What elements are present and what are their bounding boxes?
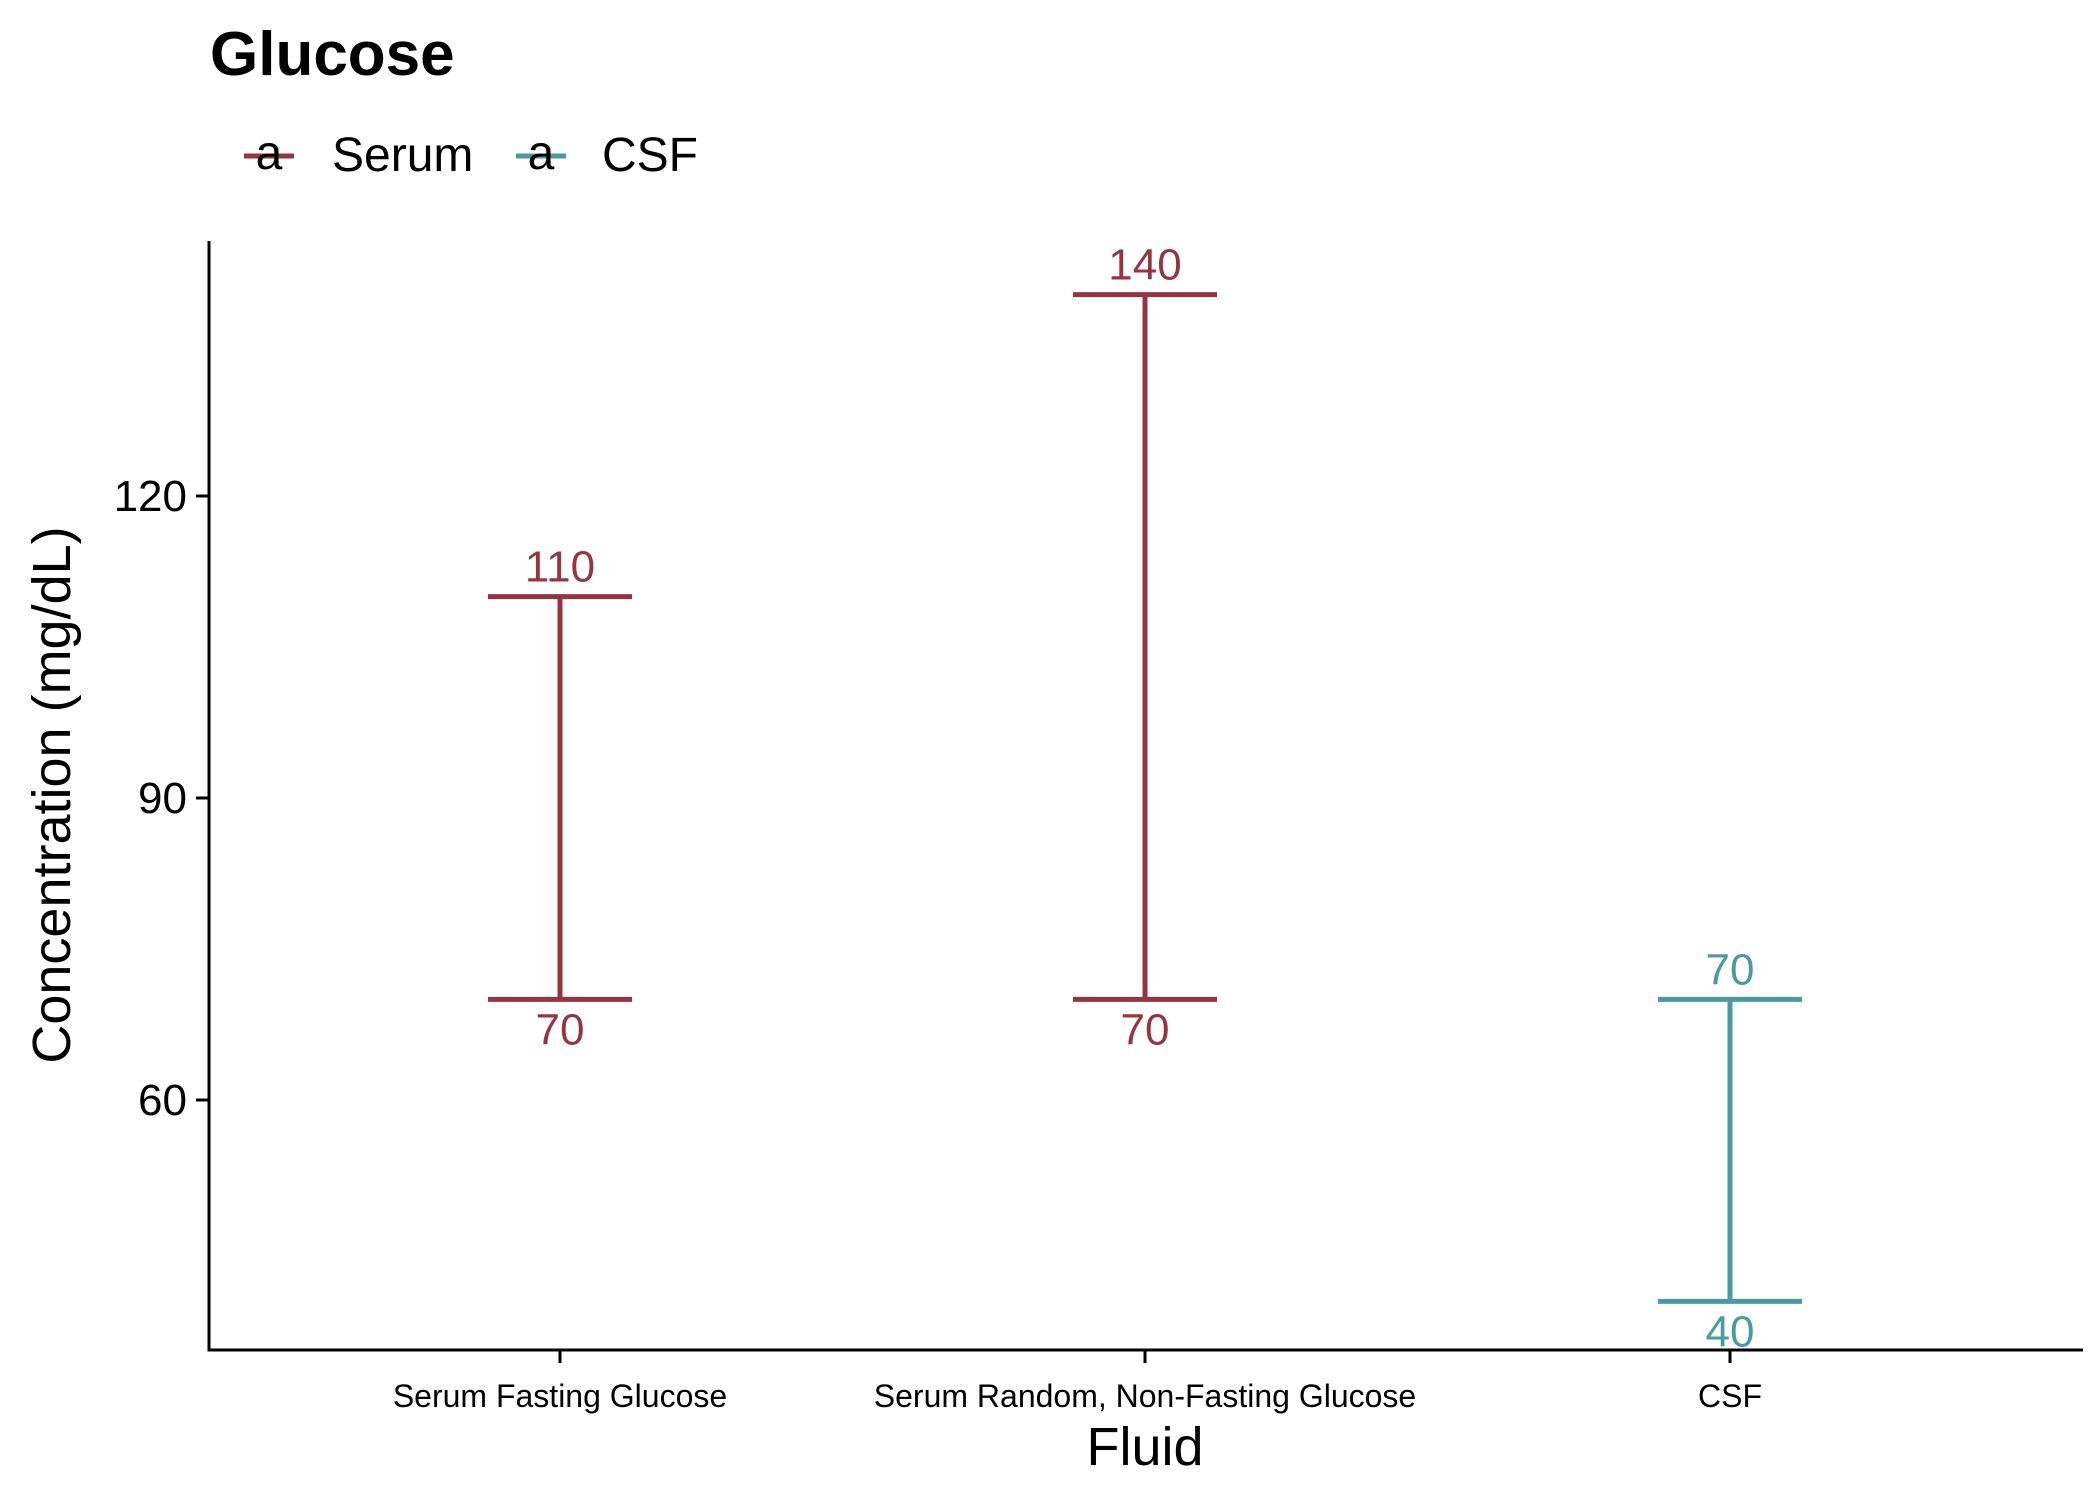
legend-label-serum: Serum [332,129,473,182]
x-tick-label-serum-random-non-fasting-glucose: Serum Random, Non-Fasting Glucose [874,1378,1416,1414]
data-label-high-csf: 70 [1706,945,1755,994]
data-label-high-serum-random-non-fasting-glucose: 140 [1108,241,1181,290]
data-label-low-serum-random-non-fasting-glucose: 70 [1121,1005,1170,1054]
data-label-low-serum-fasting-glucose: 70 [536,1005,585,1054]
legend-glyph-serum: a [256,127,283,180]
legend-label-csf: CSF [602,129,698,182]
x-axis-title: Fluid [1086,1417,1203,1477]
data-label-high-serum-fasting-glucose: 110 [525,543,595,592]
x-tick-label-csf: CSF [1698,1378,1762,1414]
legend-item-serum: a Serum [244,127,473,182]
y-tick-label-90: 90 [138,774,187,823]
legend: a Serum a CSF [244,127,698,182]
errorbar-csf: 70 40 [1658,945,1802,1356]
error-bars: 110 70 140 70 70 40 [488,241,1802,1356]
y-tick-label-120: 120 [114,472,187,521]
errorbar-serum-fasting-glucose: 110 70 [488,543,632,1054]
errorbar-serum-random-non-fasting-glucose: 140 70 [1073,241,1217,1054]
legend-glyph-csf: a [528,127,555,180]
legend-item-csf: a CSF [516,127,698,182]
x-tick-label-serum-fasting-glucose: Serum Fasting Glucose [393,1378,727,1414]
chart-title: Glucose [210,20,455,89]
y-axis-ticks: 60 90 120 [114,472,209,1125]
x-axis-ticks: Serum Fasting Glucose Serum Random, Non-F… [393,1350,1762,1414]
y-axis-title: Concentration (mg/dL) [22,526,82,1063]
y-tick-label-60: 60 [138,1076,187,1125]
data-label-low-csf: 40 [1706,1307,1755,1356]
